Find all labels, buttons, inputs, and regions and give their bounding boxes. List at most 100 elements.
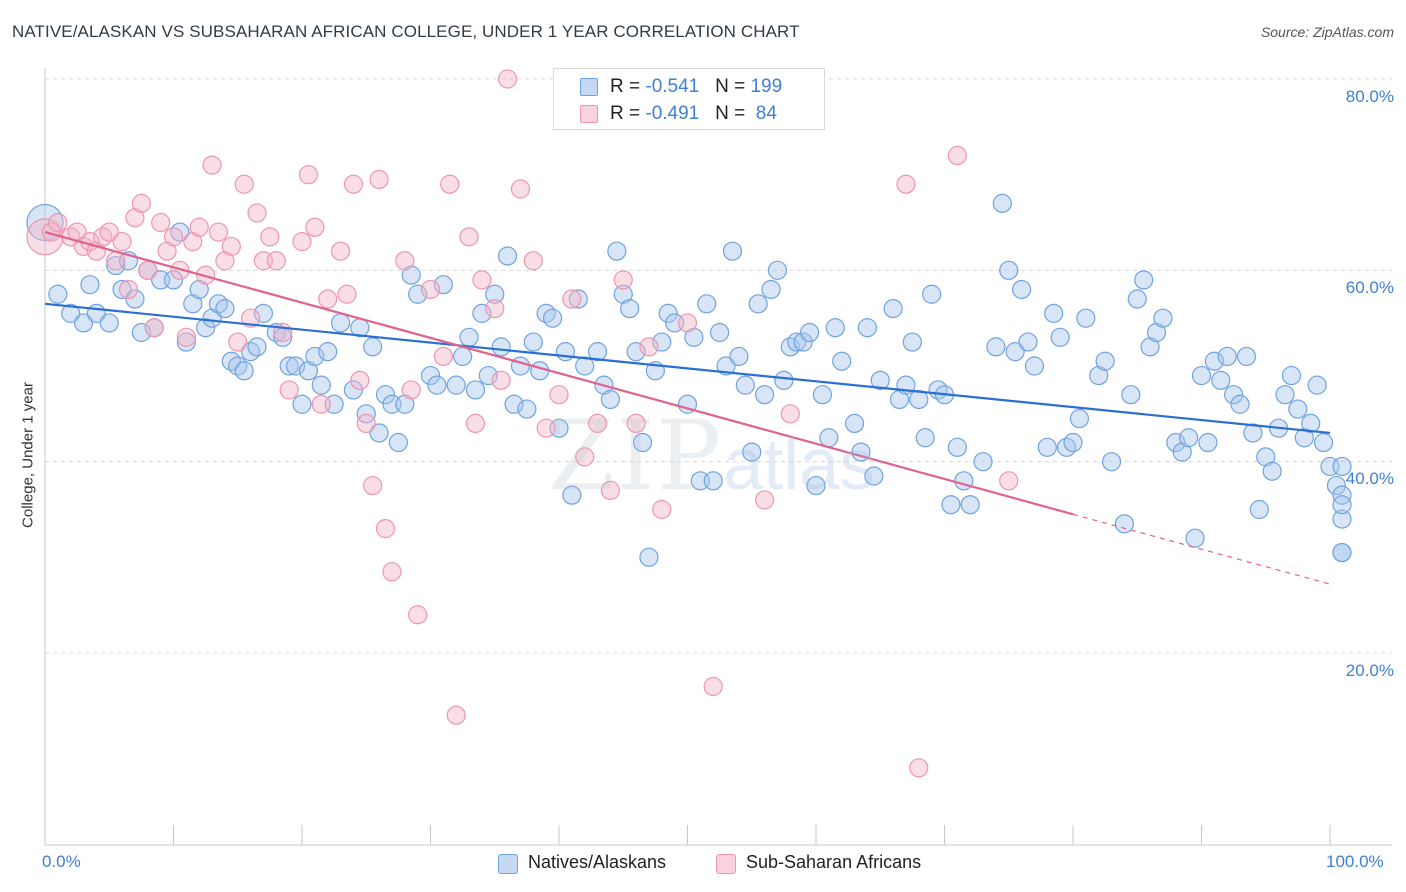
data-point bbox=[176, 332, 196, 352]
data-point bbox=[1301, 413, 1321, 433]
data-point bbox=[1050, 327, 1070, 347]
data-point bbox=[318, 289, 338, 309]
swatch-natives bbox=[580, 78, 598, 96]
data-point bbox=[189, 279, 209, 300]
data-point bbox=[305, 217, 325, 237]
data-point bbox=[363, 337, 383, 357]
data-point bbox=[973, 452, 993, 472]
x-tick-label: 0.0% bbox=[42, 852, 81, 871]
data-point bbox=[279, 380, 299, 400]
data-point bbox=[1204, 351, 1224, 371]
data-point bbox=[388, 432, 408, 453]
data-point bbox=[542, 308, 563, 328]
data-point bbox=[170, 260, 190, 280]
data-point bbox=[652, 332, 672, 352]
data-point bbox=[1101, 452, 1122, 472]
legend-swatch bbox=[498, 854, 518, 874]
data-point bbox=[523, 332, 543, 352]
stats-box: R = -0.541 N = 199 R = -0.491 N = 84 bbox=[553, 68, 825, 130]
data-point bbox=[1332, 495, 1352, 515]
data-point bbox=[420, 365, 441, 386]
data-point bbox=[1166, 432, 1186, 453]
data-point bbox=[73, 313, 94, 333]
data-point bbox=[292, 232, 312, 252]
data-point bbox=[748, 294, 768, 314]
data-point bbox=[568, 289, 588, 309]
data-point bbox=[196, 318, 216, 338]
data-point bbox=[1230, 394, 1250, 414]
data-point bbox=[587, 342, 608, 362]
data-point bbox=[305, 346, 325, 367]
data-point bbox=[356, 413, 376, 433]
data-point bbox=[189, 217, 209, 237]
data-point bbox=[144, 318, 164, 338]
data-point bbox=[896, 174, 916, 194]
legend-swatch bbox=[716, 854, 736, 874]
data-point bbox=[986, 337, 1006, 357]
data-point bbox=[941, 495, 961, 515]
data-point bbox=[1256, 447, 1276, 467]
data-point bbox=[1037, 437, 1057, 457]
legend-label: Sub-Saharan Africans bbox=[746, 852, 922, 872]
data-point bbox=[491, 337, 511, 357]
data-point bbox=[478, 365, 498, 386]
data-point bbox=[1249, 499, 1269, 520]
data-point bbox=[600, 480, 621, 500]
data-point bbox=[472, 270, 492, 290]
data-point bbox=[504, 394, 524, 414]
data-point bbox=[909, 389, 929, 410]
data-point bbox=[517, 399, 537, 419]
data-point bbox=[234, 174, 254, 194]
watermark: ZIPatlas bbox=[548, 400, 876, 512]
data-point bbox=[1089, 365, 1109, 386]
data-point bbox=[1198, 432, 1218, 453]
data-point bbox=[151, 212, 171, 233]
data-point bbox=[716, 356, 736, 376]
data-point bbox=[215, 251, 235, 271]
data-point bbox=[857, 318, 878, 338]
data-point bbox=[1332, 542, 1352, 563]
data-point bbox=[902, 332, 922, 352]
data-point bbox=[1288, 399, 1308, 419]
data-point bbox=[613, 270, 633, 290]
data-point bbox=[1307, 375, 1327, 395]
data-point bbox=[440, 174, 460, 194]
axes bbox=[44, 68, 1392, 846]
data-point bbox=[1095, 351, 1115, 371]
data-point bbox=[375, 385, 396, 405]
data-point bbox=[253, 303, 274, 323]
data-point bbox=[61, 303, 81, 323]
data-point bbox=[125, 208, 145, 228]
data-point bbox=[330, 241, 351, 261]
data-point bbox=[311, 375, 331, 395]
data-point bbox=[298, 165, 319, 185]
data-point bbox=[138, 260, 158, 280]
data-point bbox=[369, 169, 389, 190]
data-point bbox=[947, 145, 967, 166]
data-point bbox=[549, 385, 569, 405]
data-point bbox=[922, 284, 942, 304]
n-value: 84 bbox=[755, 103, 777, 124]
data-point bbox=[774, 370, 794, 390]
data-point bbox=[350, 370, 370, 390]
data-point bbox=[960, 495, 980, 515]
swatch-africans bbox=[580, 105, 598, 123]
data-point bbox=[722, 241, 743, 261]
data-point bbox=[491, 370, 511, 390]
data-point bbox=[555, 342, 576, 362]
data-point bbox=[780, 404, 800, 424]
data-point bbox=[408, 605, 428, 625]
data-point bbox=[767, 260, 788, 280]
data-point bbox=[1217, 346, 1237, 367]
data-point bbox=[536, 418, 556, 438]
series-sub-saharan-africans-points bbox=[26, 69, 1019, 778]
y-axis-label: College, Under 1 year bbox=[19, 382, 37, 528]
data-point bbox=[1140, 337, 1160, 357]
data-point bbox=[799, 322, 820, 343]
data-point bbox=[311, 394, 331, 414]
data-point bbox=[266, 251, 286, 271]
data-point bbox=[999, 260, 1019, 280]
data-point bbox=[112, 279, 132, 300]
data-point bbox=[26, 203, 64, 242]
data-point bbox=[298, 361, 319, 381]
